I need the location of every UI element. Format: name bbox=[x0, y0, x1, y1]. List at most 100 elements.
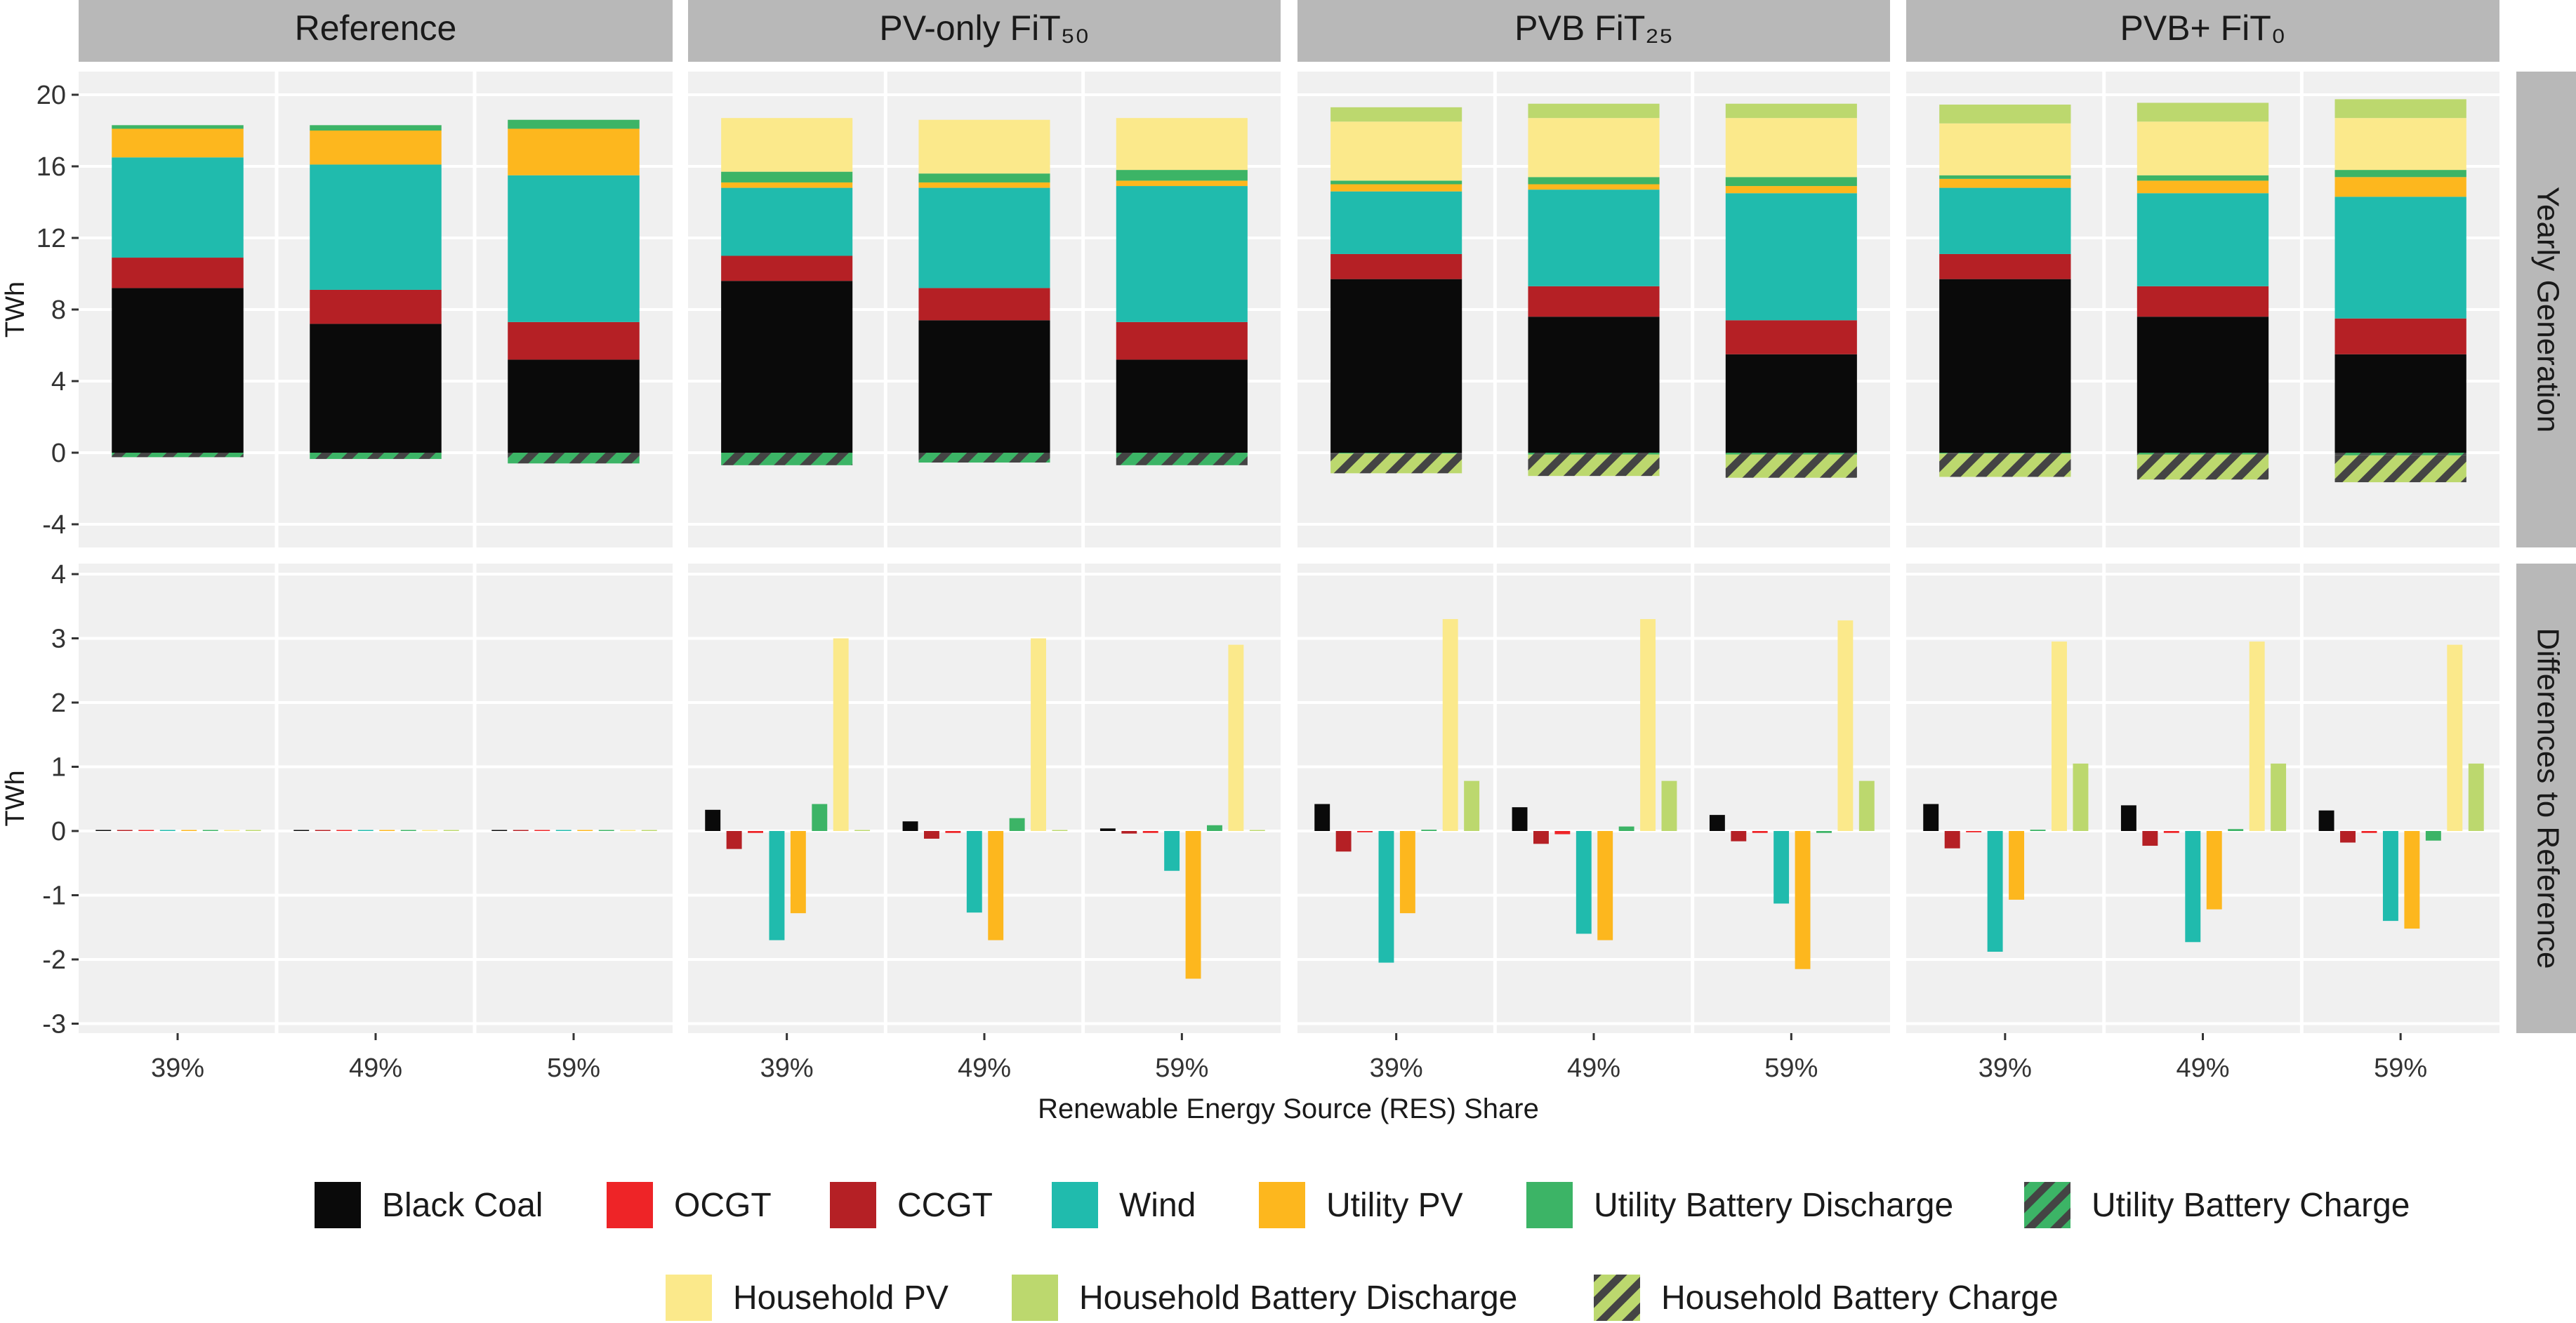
bar-wind bbox=[555, 830, 572, 831]
bar-household-battery-discharge bbox=[245, 830, 261, 831]
bar-household-pv bbox=[422, 830, 438, 831]
bar-segment-utility-battery-discharge bbox=[310, 125, 442, 131]
bar-segment-ccgt bbox=[918, 288, 1050, 321]
bar-utility-battery-discharge bbox=[812, 804, 828, 831]
bar-segment-household-battery-discharge bbox=[2334, 99, 2466, 119]
bar-utility-battery-discharge bbox=[400, 830, 416, 831]
bar-segment-black-coal bbox=[310, 324, 442, 453]
bar-utility-pv bbox=[577, 830, 593, 831]
bar-segment-utility-battery-charge bbox=[112, 453, 244, 458]
bar-segment-utility-battery-charge bbox=[918, 453, 1050, 463]
bar-segment-household-battery-discharge bbox=[1725, 103, 1857, 119]
bar-household-battery-discharge bbox=[2271, 763, 2287, 831]
panels bbox=[79, 72, 2499, 1033]
bar-household-battery-discharge bbox=[2468, 763, 2484, 831]
bar-group-pvb-fit-59 bbox=[1709, 620, 1875, 969]
facet-label: PV-only FiT₅₀ bbox=[879, 8, 1089, 48]
bar-segment-household-battery-charge bbox=[2136, 454, 2269, 480]
x-tick-label: 39% bbox=[151, 1053, 204, 1083]
bar-ccgt bbox=[1121, 831, 1137, 834]
bar-segment-household-pv bbox=[721, 118, 853, 172]
legend-swatch bbox=[666, 1275, 712, 1321]
bar-segment-ccgt bbox=[310, 289, 442, 324]
bar-segment-utility-battery-charge bbox=[1116, 453, 1248, 465]
bar-segment-utility-battery-discharge bbox=[2136, 175, 2269, 181]
bar-segment-utility-battery-discharge bbox=[721, 171, 853, 182]
x-tick-label: 49% bbox=[958, 1053, 1011, 1083]
bar-ccgt bbox=[924, 831, 939, 839]
x-tick-label: 59% bbox=[2374, 1053, 2427, 1083]
bar-segment-utility-battery-charge bbox=[2334, 453, 2466, 456]
bar-segment-utility-pv bbox=[2334, 177, 2466, 197]
bar-segment-wind bbox=[508, 175, 640, 322]
legend: Black Coal OCGT CCGT Wind Utility PV Utility … bbox=[315, 1182, 2410, 1321]
bar-group-pvb-fit-49 bbox=[1512, 619, 1677, 940]
bar-segment-household-pv bbox=[1725, 118, 1857, 178]
bar-ccgt bbox=[315, 830, 331, 831]
bar-segment-household-pv bbox=[1330, 121, 1462, 181]
legend-label: Utility Battery Discharge bbox=[1594, 1187, 1953, 1224]
legend-label: CCGT bbox=[897, 1187, 993, 1224]
bar-segment-wind bbox=[1116, 186, 1248, 322]
bar-segment-household-battery-discharge bbox=[1330, 107, 1462, 122]
x-axis-title: Renewable Energy Source (RES) Share bbox=[1038, 1093, 1539, 1124]
y-tick-label: 8 bbox=[51, 295, 66, 325]
y-tick-label: 2 bbox=[51, 689, 66, 718]
x-tick-label: 59% bbox=[547, 1053, 600, 1083]
bar-segment-utility-battery-discharge bbox=[918, 173, 1050, 182]
bar-household-battery-discharge bbox=[443, 830, 459, 831]
bar-segment-wind bbox=[1330, 191, 1462, 254]
bar-utility-pv bbox=[1185, 831, 1201, 979]
bar-household-pv bbox=[2447, 644, 2463, 831]
bar-ocgt bbox=[748, 831, 763, 833]
bar-black-coal bbox=[95, 830, 112, 831]
x-tick-label: 39% bbox=[1370, 1053, 1423, 1083]
bar-household-pv bbox=[1640, 619, 1656, 831]
bar-segment-black-coal bbox=[1116, 359, 1248, 453]
legend-item-utility-battery-discharge: Utility Battery Discharge bbox=[1526, 1182, 1953, 1228]
stacked-bar-pvb-fit-39 bbox=[1939, 105, 2071, 477]
bar-segment-utility-battery-charge bbox=[1528, 453, 1660, 455]
bar-utility-battery-discharge bbox=[2030, 830, 2046, 831]
row-strip-differences-to-reference: Differences to Reference bbox=[2516, 564, 2576, 1033]
bar-segment-utility-pv bbox=[1528, 184, 1660, 190]
bar-ocgt bbox=[945, 831, 961, 833]
legend-item-ccgt: CCGT bbox=[830, 1182, 993, 1228]
x-tick-label: 49% bbox=[2176, 1053, 2229, 1083]
bar-household-battery-discharge bbox=[1464, 780, 1480, 831]
bar-group-reference-59 bbox=[491, 830, 657, 831]
row-label: Yearly Generation bbox=[2530, 187, 2565, 433]
bar-segment-wind bbox=[1528, 190, 1660, 286]
bar-segment-black-coal bbox=[918, 320, 1050, 453]
bar-segment-household-battery-charge bbox=[1939, 453, 2071, 477]
bar-segment-household-pv bbox=[2334, 118, 2466, 171]
bar-black-coal bbox=[1923, 804, 1939, 831]
bar-household-pv bbox=[2249, 641, 2265, 831]
legend-item-household-battery-discharge: Household Battery Discharge bbox=[1012, 1275, 1517, 1321]
strip-pv-only-fit: PV-only FiT₅₀ bbox=[688, 0, 1281, 62]
bar-group-pvb-fit-49 bbox=[2120, 641, 2287, 943]
bar-ccgt bbox=[1533, 831, 1549, 844]
legend-swatch bbox=[1012, 1275, 1058, 1321]
bar-ccgt bbox=[2142, 831, 2158, 846]
bar-group-pv-only-fit-39 bbox=[705, 638, 871, 940]
bar-ocgt bbox=[1357, 831, 1373, 832]
bar-segment-household-pv bbox=[918, 119, 1050, 174]
legend-swatch bbox=[1526, 1182, 1573, 1228]
bar-segment-utility-battery-discharge bbox=[1116, 170, 1248, 181]
bar-segment-household-pv bbox=[1939, 123, 2071, 175]
panel-differences-pvb-fit bbox=[1906, 564, 2499, 1033]
bar-segment-wind bbox=[1725, 193, 1857, 321]
bar-ccgt bbox=[726, 831, 742, 849]
bar-household-pv bbox=[620, 830, 636, 831]
legend-label: Utility Battery Charge bbox=[2092, 1187, 2410, 1224]
y-tick-label: 3 bbox=[51, 625, 66, 654]
bar-utility-battery-discharge bbox=[2228, 829, 2244, 831]
bar-ocgt bbox=[1966, 831, 1982, 832]
bar-segment-household-battery-discharge bbox=[2136, 102, 2269, 122]
x-tick-label: 59% bbox=[1764, 1053, 1818, 1083]
bar-ocgt bbox=[2361, 831, 2377, 833]
bar-utility-pv bbox=[2206, 831, 2222, 910]
bar-group-reference-39 bbox=[95, 830, 261, 831]
stacked-bar-reference-39 bbox=[112, 125, 244, 458]
